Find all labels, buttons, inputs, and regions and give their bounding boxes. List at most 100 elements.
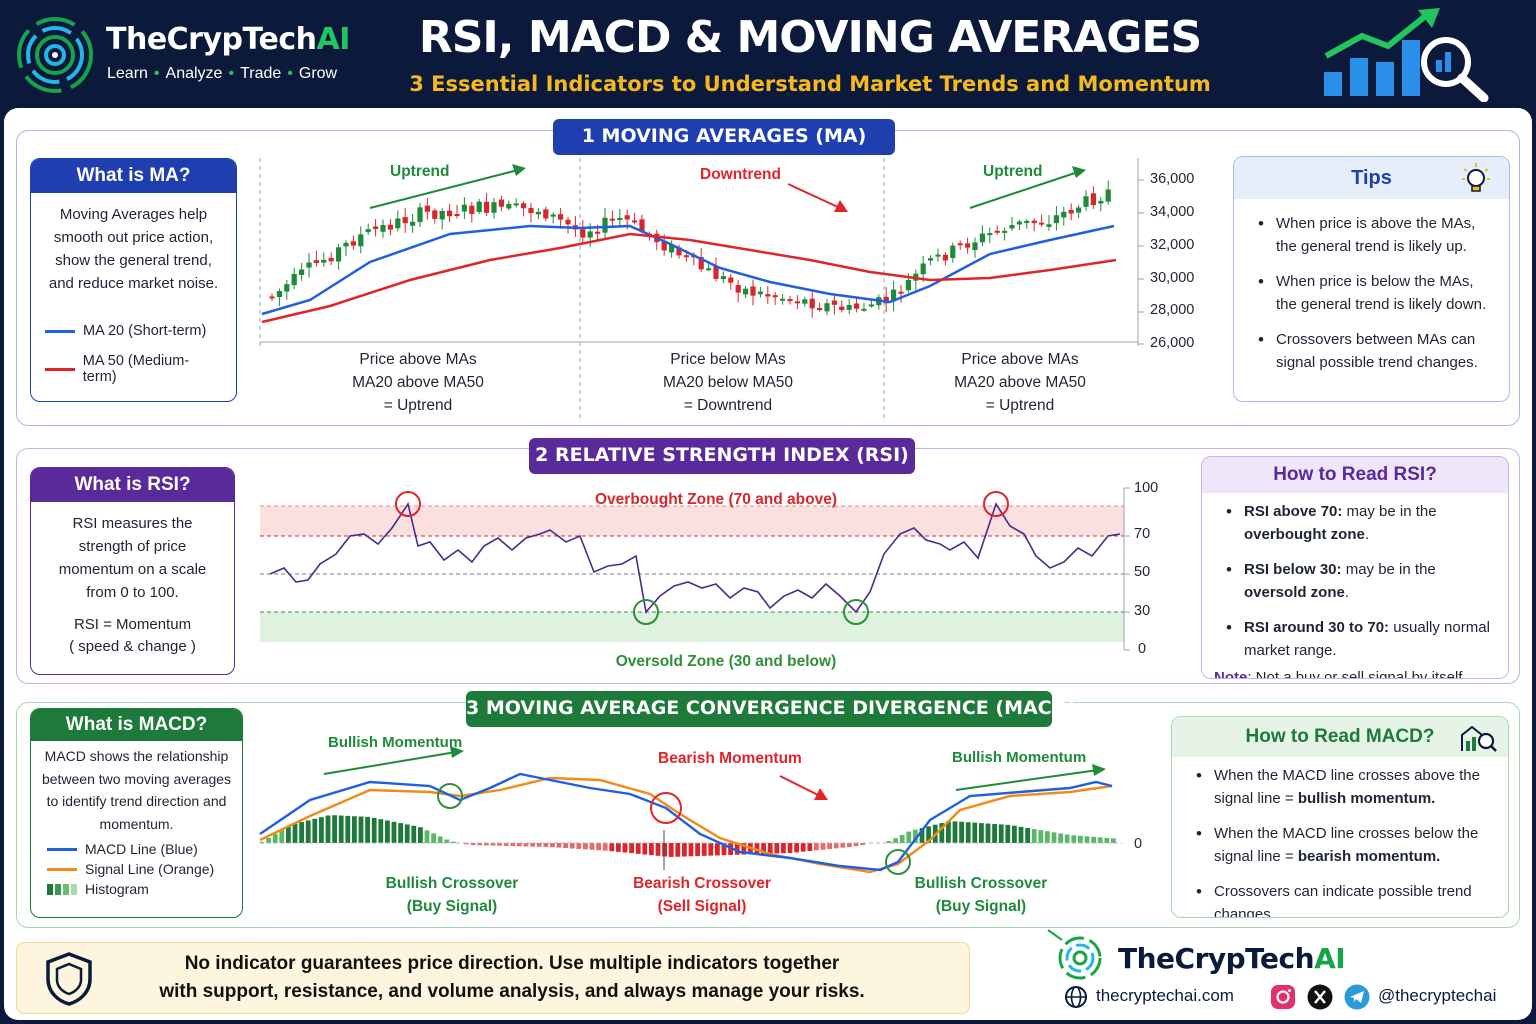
footer-logo-icon (1047, 929, 1102, 980)
histogram-bar (1064, 834, 1070, 843)
histogram-bar (424, 830, 430, 843)
candle-body (854, 303, 860, 309)
rsi-read-item-2: RSI below 30: may be in the oversold zon… (1226, 559, 1494, 604)
histogram-bar (1051, 832, 1057, 843)
histogram-bar (642, 843, 648, 855)
candle-body (987, 233, 993, 236)
histogram-bar (708, 843, 714, 856)
candle-body (469, 205, 475, 214)
histogram-bar (411, 825, 417, 843)
social-handle[interactable]: @thecryptechai (1378, 986, 1497, 1005)
histogram-bar (695, 843, 700, 857)
candle-body (558, 214, 564, 220)
candle-body (957, 243, 963, 246)
candle-body (994, 230, 1000, 233)
histogram-bar (1078, 835, 1083, 843)
globe-icon (1065, 986, 1087, 1008)
ma-downtrend-label: Downtrend (700, 166, 781, 183)
rsi-y-tick-0: 0 (1138, 641, 1147, 657)
macd-info-text: MACD shows the relationship between two … (41, 748, 232, 832)
histogram-bar (668, 843, 674, 857)
candle-body (343, 242, 349, 247)
candle-body (276, 291, 282, 298)
rsi-line-chart (260, 487, 1130, 651)
candle-body (728, 277, 734, 283)
candle-body (498, 199, 504, 207)
candle-body (676, 247, 682, 256)
telegram-icon[interactable] (1344, 984, 1370, 1010)
ma-phase-1: Price above MAs MA20 above MA50 = Uptrend (352, 351, 484, 414)
candle-body (380, 225, 386, 232)
histogram-bar (985, 823, 991, 843)
candle-body (447, 210, 453, 217)
histogram-bar (952, 821, 958, 843)
histogram-bar (1071, 835, 1077, 843)
candle-body (410, 221, 416, 226)
histogram-bar (576, 843, 582, 849)
candle-body (920, 263, 926, 275)
histogram-bar (272, 833, 278, 843)
rsi-y-tick-30: 30 (1134, 603, 1151, 619)
histogram-bar (345, 815, 351, 843)
candle-body (454, 214, 460, 217)
histogram-bar (906, 831, 912, 843)
rsi-read-item-1: RSI above 70: may be in the overbought z… (1226, 501, 1494, 546)
histogram-bar (530, 843, 535, 847)
x-icon[interactable] (1307, 984, 1333, 1010)
histogram-bar (563, 843, 568, 849)
histogram-bar (292, 823, 298, 843)
ma-section-title: 1 MOVING AVERAGES (MA) (553, 119, 895, 155)
histogram-bar (470, 843, 476, 846)
candle-body (439, 210, 445, 220)
candle-body (313, 260, 319, 264)
histogram-bar (398, 823, 403, 843)
histogram-bar (998, 824, 1004, 843)
candle-body (1068, 209, 1074, 214)
footer-brand: TheCrypTechAI (1118, 942, 1346, 975)
histogram-bar (464, 843, 469, 845)
page-subtitle: 3 Essential Indicators to Understand Mar… (409, 72, 1211, 96)
website-link[interactable]: thecryptechai.com (1096, 986, 1234, 1005)
rsi-y-tick-50: 50 (1134, 564, 1151, 580)
candle-body (350, 241, 356, 246)
legend-ma50: MA 50 (Medium-term) (45, 353, 222, 385)
histogram-bar (1025, 827, 1030, 843)
candle-body (602, 217, 608, 233)
instagram-icon[interactable] (1270, 984, 1296, 1010)
brand-name: TheCrypTechAI (106, 22, 350, 57)
candle-body (1031, 220, 1037, 224)
histogram-bar (787, 843, 793, 853)
bullish-crossover-2: Bullish Crossover (Buy Signal) (914, 875, 1048, 915)
candle-body (358, 234, 364, 247)
overbought-label: Overbought Zone (70 and above) (595, 491, 837, 508)
ma-y-tick-30000: 30,000 (1150, 270, 1195, 286)
histogram-bar (1097, 837, 1103, 843)
histogram-bar (814, 843, 819, 851)
candle-body (1039, 222, 1045, 225)
candle-body (528, 207, 534, 214)
candle-body (513, 203, 519, 206)
candle-body (706, 268, 712, 271)
candle-body (432, 210, 438, 219)
histogram-bar (503, 843, 509, 846)
macd-read-box: How to Read MACD? When the MACD line cro… (1171, 716, 1509, 918)
candle-body (609, 218, 615, 221)
candle-body (417, 207, 423, 223)
histogram-bar (662, 843, 667, 857)
candle-body (461, 204, 467, 212)
histogram-bar (418, 827, 423, 843)
ma-info-text: Moving Averages help smooth out price ac… (48, 206, 219, 292)
macd-chart (259, 746, 1122, 875)
histogram-bar (734, 843, 740, 855)
candle-body (565, 219, 571, 225)
bullish-momentum-label-1: Bullish Momentum (328, 734, 463, 751)
histogram-bar (332, 815, 337, 843)
histogram-bar (616, 843, 621, 852)
tagline: Learn • Analyze • Trade • Grow (107, 65, 338, 82)
histogram-bar (437, 836, 443, 843)
ma-y-tick-28000: 28,000 (1150, 302, 1195, 318)
candle-body (683, 255, 689, 258)
candle-body (1076, 207, 1082, 213)
histogram-bar (365, 816, 370, 843)
macd-read-title: How to Read MACD? (1172, 717, 1508, 757)
